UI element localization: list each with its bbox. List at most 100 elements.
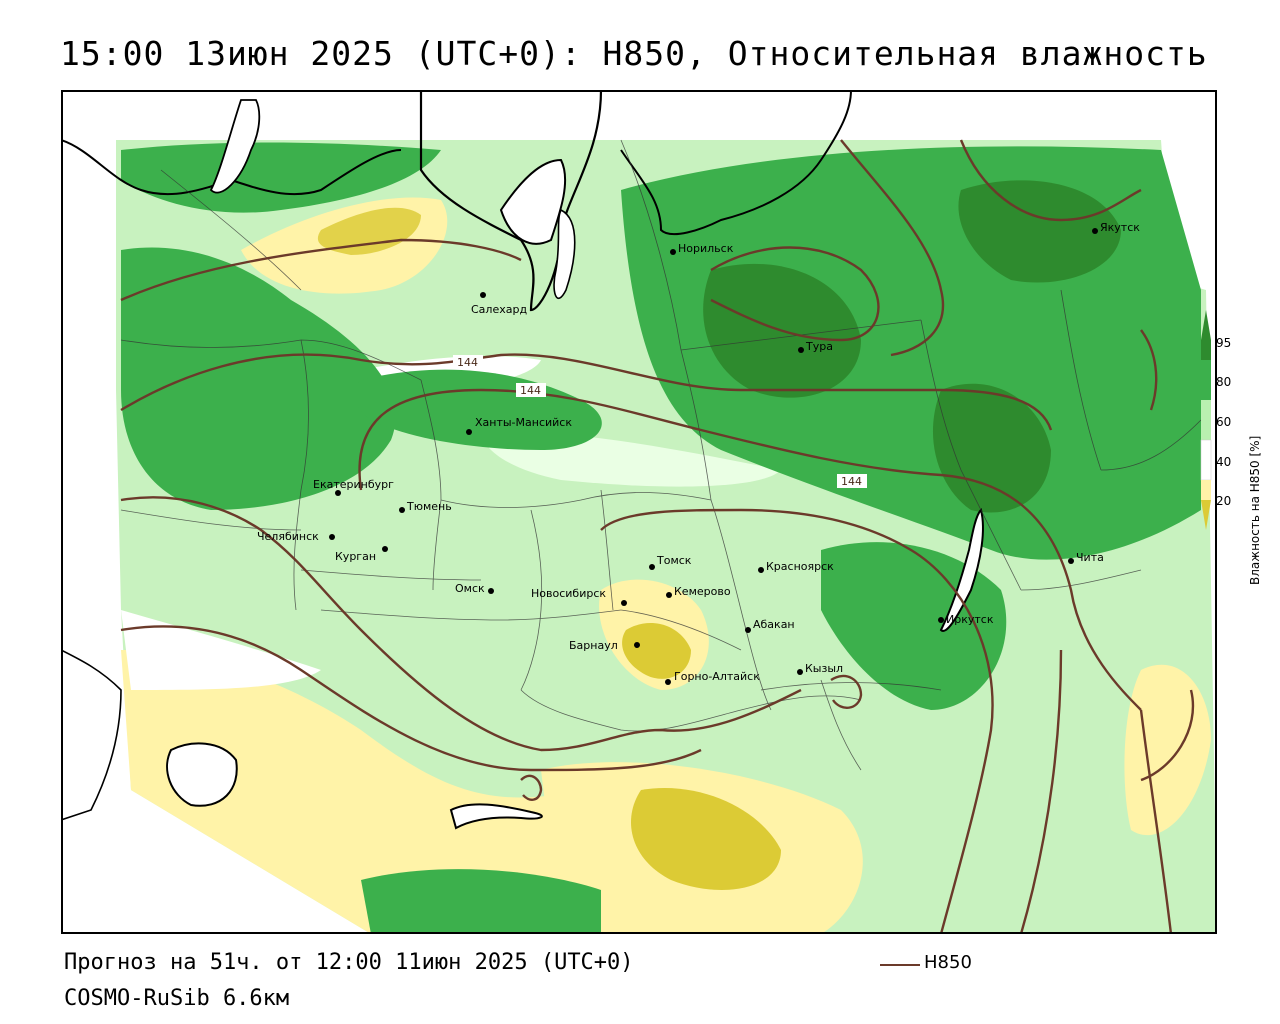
city-marker: [798, 347, 804, 353]
city-label: Иркутск: [946, 613, 994, 626]
h850-contour: [1140, 689, 1195, 782]
colorbar-segment-20: [1201, 480, 1211, 500]
h850-contour: [120, 238, 522, 302]
novaya-zemlya: [209, 99, 261, 194]
forecast-info: Прогноз на 51ч. от 12:00 11июн 2025 (UTC…: [64, 950, 634, 975]
h850-contour: [1139, 709, 1173, 934]
humidity-colorbar: 95 80 60 40 20 Влажность на H850 [%]: [1200, 310, 1262, 585]
colorbar-tick: 95: [1216, 336, 1231, 350]
cities: Салехард Норильск Якутск Тура Ханты-Манс…: [257, 221, 1140, 685]
contour-legend-line: [880, 964, 920, 966]
colorbar-segment-95: [1201, 340, 1211, 360]
h850-contour: [959, 139, 1142, 222]
h850-contour: [520, 774, 543, 801]
city-label: Ханты-Мансийск: [475, 416, 572, 429]
model-info: COSMO-RuSib 6.6км: [64, 986, 290, 1011]
city-marker: [649, 564, 655, 570]
h850-contour: [710, 246, 880, 342]
city-marker: [399, 507, 405, 513]
city-label: Норильск: [678, 242, 734, 255]
moist-core-baikal: [932, 383, 1051, 513]
h850-contour: [840, 139, 944, 357]
h850-contour: [120, 496, 802, 752]
contour-label: 144: [841, 475, 862, 488]
h850-contour: [600, 508, 994, 934]
yamal-peninsula: [499, 158, 567, 245]
city-marker: [665, 679, 671, 685]
moist-region-west: [121, 247, 396, 510]
contour-labels: 144 144 144: [453, 355, 867, 488]
city-marker: [1092, 228, 1098, 234]
city-marker: [488, 588, 494, 594]
humidity-map: 144 144 144 Салехард Норильск Якутск Тур…: [61, 90, 1217, 934]
lake-balkhash: [449, 803, 543, 830]
city-marker: [382, 546, 388, 552]
moist-core-yakutsk: [958, 180, 1121, 283]
moist-region-south-strip: [361, 869, 601, 934]
city-marker: [335, 490, 341, 496]
h850-contour: [358, 388, 1142, 711]
aral-sea: [166, 742, 238, 807]
city-marker: [1068, 558, 1074, 564]
city-label: Кызыл: [805, 662, 843, 675]
h850-contour: [830, 674, 863, 709]
caspian-shore: [61, 649, 122, 821]
colorbar-label: Влажность на H850 [%]: [1248, 436, 1262, 585]
city-marker: [745, 627, 751, 633]
city-marker: [758, 567, 764, 573]
colorbar-tick: 80: [1216, 375, 1231, 389]
city-label: Горно-Алтайск: [674, 670, 760, 683]
colorbar-segment-80: [1201, 360, 1211, 400]
city-label: Чита: [1076, 551, 1104, 564]
dry-core-south: [631, 788, 781, 890]
contour-label-box: [837, 474, 867, 488]
city-marker: [938, 617, 944, 623]
city-label: Кемерово: [674, 585, 731, 598]
city-label: Курган: [335, 550, 376, 563]
city-label: Тура: [805, 340, 833, 353]
h850-contour: [120, 353, 1053, 431]
colorbar-tick: 60: [1216, 415, 1231, 429]
city-label: Якутск: [1100, 221, 1140, 234]
colorbar-triangle-bottom: [1201, 500, 1211, 530]
contour-label-box: [453, 355, 483, 369]
map-title: 15:00 13июн 2025 (UTC+0): H850, Относите…: [60, 34, 1208, 73]
lake-baikal: [939, 508, 984, 632]
city-marker: [666, 592, 672, 598]
kara-sea-coast: [419, 90, 603, 312]
contour-label-box: [516, 383, 546, 397]
h850-contour: [120, 625, 702, 772]
dry-region-southeast: [1124, 664, 1211, 836]
city-marker: [466, 429, 472, 435]
contour-label: 144: [520, 384, 541, 397]
city-label: Екатеринбург: [313, 478, 394, 491]
colorbar-tick: 20: [1216, 494, 1231, 508]
dry-core-north: [317, 207, 421, 255]
city-marker: [634, 642, 640, 648]
contour-label: 144: [457, 356, 478, 369]
city-marker: [621, 600, 627, 606]
city-label: Тюмень: [406, 500, 452, 513]
city-label: Омск: [455, 582, 485, 595]
gulf-of-ob: [553, 208, 576, 299]
city-label: Абакан: [753, 618, 795, 631]
white-region-south: [121, 610, 321, 690]
colorbar-segment-60: [1201, 400, 1211, 440]
h850-contour: [1140, 329, 1158, 411]
colorbar-segment-40: [1200, 439, 1212, 481]
taymyr-coast: [620, 90, 852, 236]
city-label: Барнаул: [569, 639, 618, 652]
city-label: Красноярск: [766, 560, 834, 573]
city-label: Челябинск: [257, 530, 319, 543]
colorbar-tick: 40: [1216, 455, 1231, 469]
dry-region-southwest: [121, 650, 621, 934]
city-label: Новосибирск: [531, 587, 606, 600]
moist-band-north-coast: [121, 142, 441, 213]
city-marker: [329, 534, 335, 540]
map-frame: [61, 90, 1217, 934]
city-label: Томск: [656, 554, 692, 567]
h850-contours: [120, 139, 1195, 934]
city-marker: [480, 292, 486, 298]
contour-legend-label: H850: [924, 952, 972, 973]
dry-core-barnaul: [622, 622, 691, 679]
